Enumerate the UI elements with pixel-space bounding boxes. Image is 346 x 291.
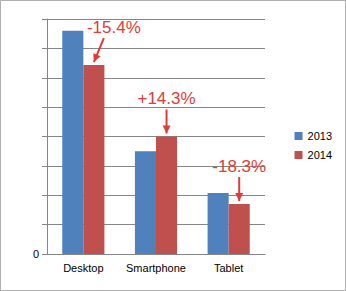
svg-text:0: 0 <box>33 248 39 260</box>
svg-text:Smartphone: Smartphone <box>126 262 186 274</box>
svg-text:-18.3%: -18.3% <box>212 157 266 176</box>
svg-text:Tablet: Tablet <box>214 262 243 274</box>
svg-text:+14.3%: +14.3% <box>137 89 195 108</box>
svg-text:-15.4%: -15.4% <box>87 18 141 37</box>
svg-text:2013: 2013 <box>308 130 332 142</box>
svg-text:Desktop: Desktop <box>63 262 103 274</box>
svg-text:2014: 2014 <box>308 149 332 161</box>
